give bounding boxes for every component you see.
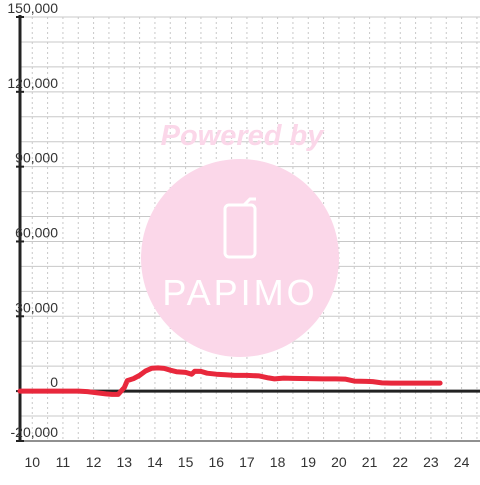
x-tick-label: 20 <box>331 454 347 470</box>
watermark-caption: Powered by <box>161 120 326 152</box>
x-tick-label: 12 <box>86 454 102 470</box>
x-tick-label: 23 <box>423 454 439 470</box>
y-tick-label: 0 <box>50 374 58 390</box>
watermark-brand: PAPIMO <box>162 272 317 313</box>
x-tick-label: 18 <box>270 454 286 470</box>
x-tick-label: 22 <box>392 454 408 470</box>
x-tick-label: 13 <box>116 454 132 470</box>
x-tick-label: 24 <box>454 454 470 470</box>
y-tick-label: -20,000 <box>11 424 59 440</box>
x-tick-label: 19 <box>300 454 316 470</box>
y-tick-label: 30,000 <box>15 299 58 315</box>
x-tick-label: 16 <box>208 454 224 470</box>
tick-labels: 150,000 120,000 90,000 60,000 30,000 0 -20,000… <box>7 0 469 470</box>
y-tick-label: 60,000 <box>15 224 58 240</box>
y-tick-label: 90,000 <box>15 150 58 166</box>
watermark: Powered by PAPIMO <box>141 120 339 357</box>
x-tick-label: 17 <box>239 454 255 470</box>
y-tick-label: 120,000 <box>7 75 58 91</box>
x-tick-label: 11 <box>56 454 71 470</box>
x-tick-label: 21 <box>362 454 378 470</box>
y-tick-label: 150,000 <box>7 0 58 16</box>
series-line <box>17 365 443 397</box>
series-layer <box>17 365 443 397</box>
x-tick-label: 15 <box>178 454 194 470</box>
phone-icon <box>223 197 257 259</box>
x-tick-label: 10 <box>24 454 40 470</box>
x-tick-label: 14 <box>147 454 163 470</box>
